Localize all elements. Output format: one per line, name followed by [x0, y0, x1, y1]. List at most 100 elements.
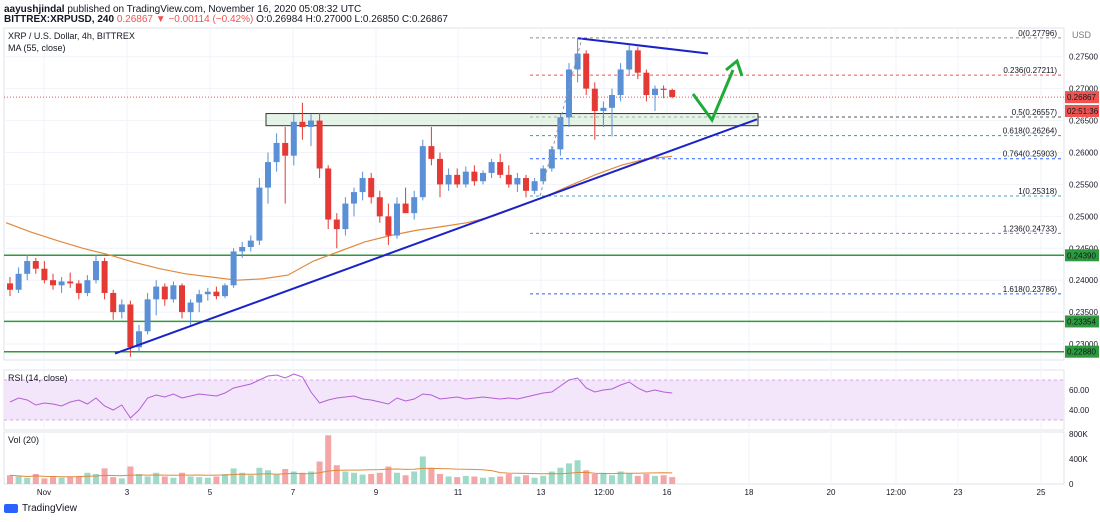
volume-bar — [93, 474, 99, 484]
volume-bar — [161, 476, 168, 484]
volume-bar — [643, 474, 650, 484]
trendlines[interactable] — [114, 37, 758, 355]
volume-ma-line — [9, 467, 673, 478]
volume-bar — [437, 474, 443, 484]
time-tick-label: 12:00 — [886, 488, 907, 497]
candle-body — [505, 174, 512, 185]
volume-bar — [342, 471, 349, 484]
rsi-band — [4, 380, 1064, 420]
volume-bar — [308, 471, 314, 484]
candle-body — [583, 53, 590, 89]
candle-body — [385, 216, 392, 236]
volume-bar — [419, 456, 426, 484]
candle-body — [15, 273, 22, 290]
candle-body — [204, 291, 211, 295]
volume-bar — [368, 474, 375, 484]
candle-body — [548, 149, 555, 169]
volume-bar — [170, 477, 177, 484]
volume-bar — [626, 473, 633, 484]
price-tag — [1065, 249, 1099, 262]
projection-arrow[interactable] — [691, 58, 744, 124]
candle-body — [351, 192, 357, 204]
candle-body — [32, 261, 39, 269]
volume-bar — [213, 476, 220, 484]
volume-bar — [282, 469, 289, 484]
candle-body — [290, 121, 297, 156]
volume-bar — [583, 470, 590, 484]
rsi-line — [9, 373, 673, 419]
time-axis: Nov 3 5 7 9 11 13 12:00 16 18 20 12:00 23 25 — [37, 488, 1046, 497]
price-tag — [1065, 105, 1099, 117]
volume-bar — [247, 475, 254, 484]
horizontal-levels[interactable] — [4, 96, 1064, 353]
candle-body — [230, 251, 237, 286]
main-pane-frame — [3, 27, 1065, 361]
resistance-trendline — [577, 37, 709, 55]
volume-bar — [634, 475, 641, 484]
volume-tick-label: 0 — [1069, 480, 1074, 489]
volume-bar — [497, 476, 504, 484]
volume-bar — [359, 474, 366, 484]
price-tag-label: 02:51:36 — [1067, 107, 1099, 116]
price-tick-label: 0.25500 — [1069, 180, 1098, 189]
volume-bar — [652, 475, 658, 484]
volume-bar — [239, 472, 246, 484]
time-tick-label: 5 — [208, 488, 213, 497]
candle-body — [669, 89, 676, 97]
volume-bar — [523, 475, 529, 484]
time-tick-label: 12:00 — [594, 488, 615, 497]
time-tick-label: 20 — [827, 488, 836, 497]
price-tag-label: 0.22880 — [1067, 348, 1096, 357]
candle-body — [643, 72, 650, 96]
candle-body — [566, 69, 572, 118]
volume-bar — [67, 476, 74, 484]
candle-body — [136, 331, 142, 348]
volume-bar — [230, 468, 237, 484]
rsi-tick-label: 60.00 — [1069, 386, 1090, 395]
candle-body — [368, 178, 375, 198]
volume-bar — [376, 472, 383, 484]
candle-body — [531, 181, 538, 191]
candle-body — [161, 286, 168, 300]
candle-body — [187, 302, 194, 313]
candle-body — [222, 285, 228, 297]
volume-bar — [548, 471, 555, 484]
volume-bar — [454, 477, 461, 484]
author-name[interactable]: aayushjindal — [4, 4, 65, 15]
candle-body — [462, 171, 469, 185]
price-tick-label: 0.27000 — [1069, 85, 1098, 94]
time-tick-label: 13 — [537, 488, 546, 497]
volume-bar — [617, 471, 624, 484]
symbol-line: BITTREX:XRPUSD, 240 — [4, 14, 115, 25]
candle-body — [282, 142, 289, 156]
volume-bar — [84, 472, 91, 484]
candle-body — [110, 292, 117, 313]
volume-bar — [351, 472, 357, 484]
fibonacci-retracement[interactable]: 0(0.27796) 0.236(0.27211) 0.5(0.26557) 0.61… — [530, 29, 1064, 295]
price-tick-label: 0.26000 — [1069, 149, 1098, 158]
candle-body — [196, 294, 203, 303]
candle-body — [652, 88, 658, 96]
volume-bar — [118, 478, 125, 484]
volume-bar — [50, 477, 56, 484]
footer-brand[interactable]: TradingView — [4, 503, 77, 514]
candle-body — [402, 203, 409, 214]
candle-body — [557, 117, 564, 150]
resistance-zone[interactable] — [265, 113, 759, 127]
volume-bar — [290, 471, 297, 484]
fib-level-label: 0.5(0.26557) — [1012, 108, 1058, 117]
candle-body — [540, 168, 547, 182]
candle-body — [609, 95, 615, 108]
rsi-label: RSI (14, close) — [8, 373, 68, 383]
time-tick-label: 7 — [291, 488, 296, 497]
volume-bar — [445, 476, 452, 484]
price-tick-label: 0.23500 — [1069, 308, 1098, 317]
candle-body — [480, 172, 486, 182]
fib-level-label: 0.236(0.27211) — [1003, 66, 1057, 75]
rsi-pane: 60.00 40.00 — [4, 373, 1090, 421]
candle-body — [488, 162, 495, 173]
volume-pane: 800K 400K 0 — [7, 430, 1088, 489]
low-value: L:0.26850 — [354, 14, 400, 25]
candle-body — [342, 203, 349, 230]
